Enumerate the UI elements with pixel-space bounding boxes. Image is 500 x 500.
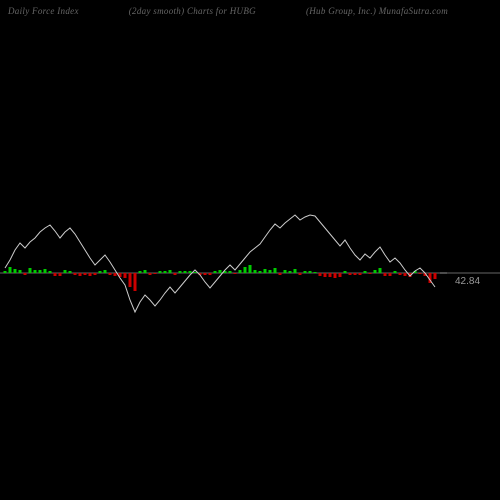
price-label: 42.84 bbox=[455, 276, 480, 287]
chart-container: Daily Force Index (2day smooth) Charts f… bbox=[0, 0, 500, 500]
company-label: (Hub Group, Inc.) MunafaSutra.com bbox=[256, 6, 448, 16]
indicator-name-label: Daily Force Index bbox=[0, 6, 79, 16]
chart-header: Daily Force Index (2day smooth) Charts f… bbox=[0, 6, 500, 16]
smooth-label: (2day smooth) Charts for HUBG bbox=[79, 6, 256, 16]
force-index-chart bbox=[0, 0, 500, 500]
